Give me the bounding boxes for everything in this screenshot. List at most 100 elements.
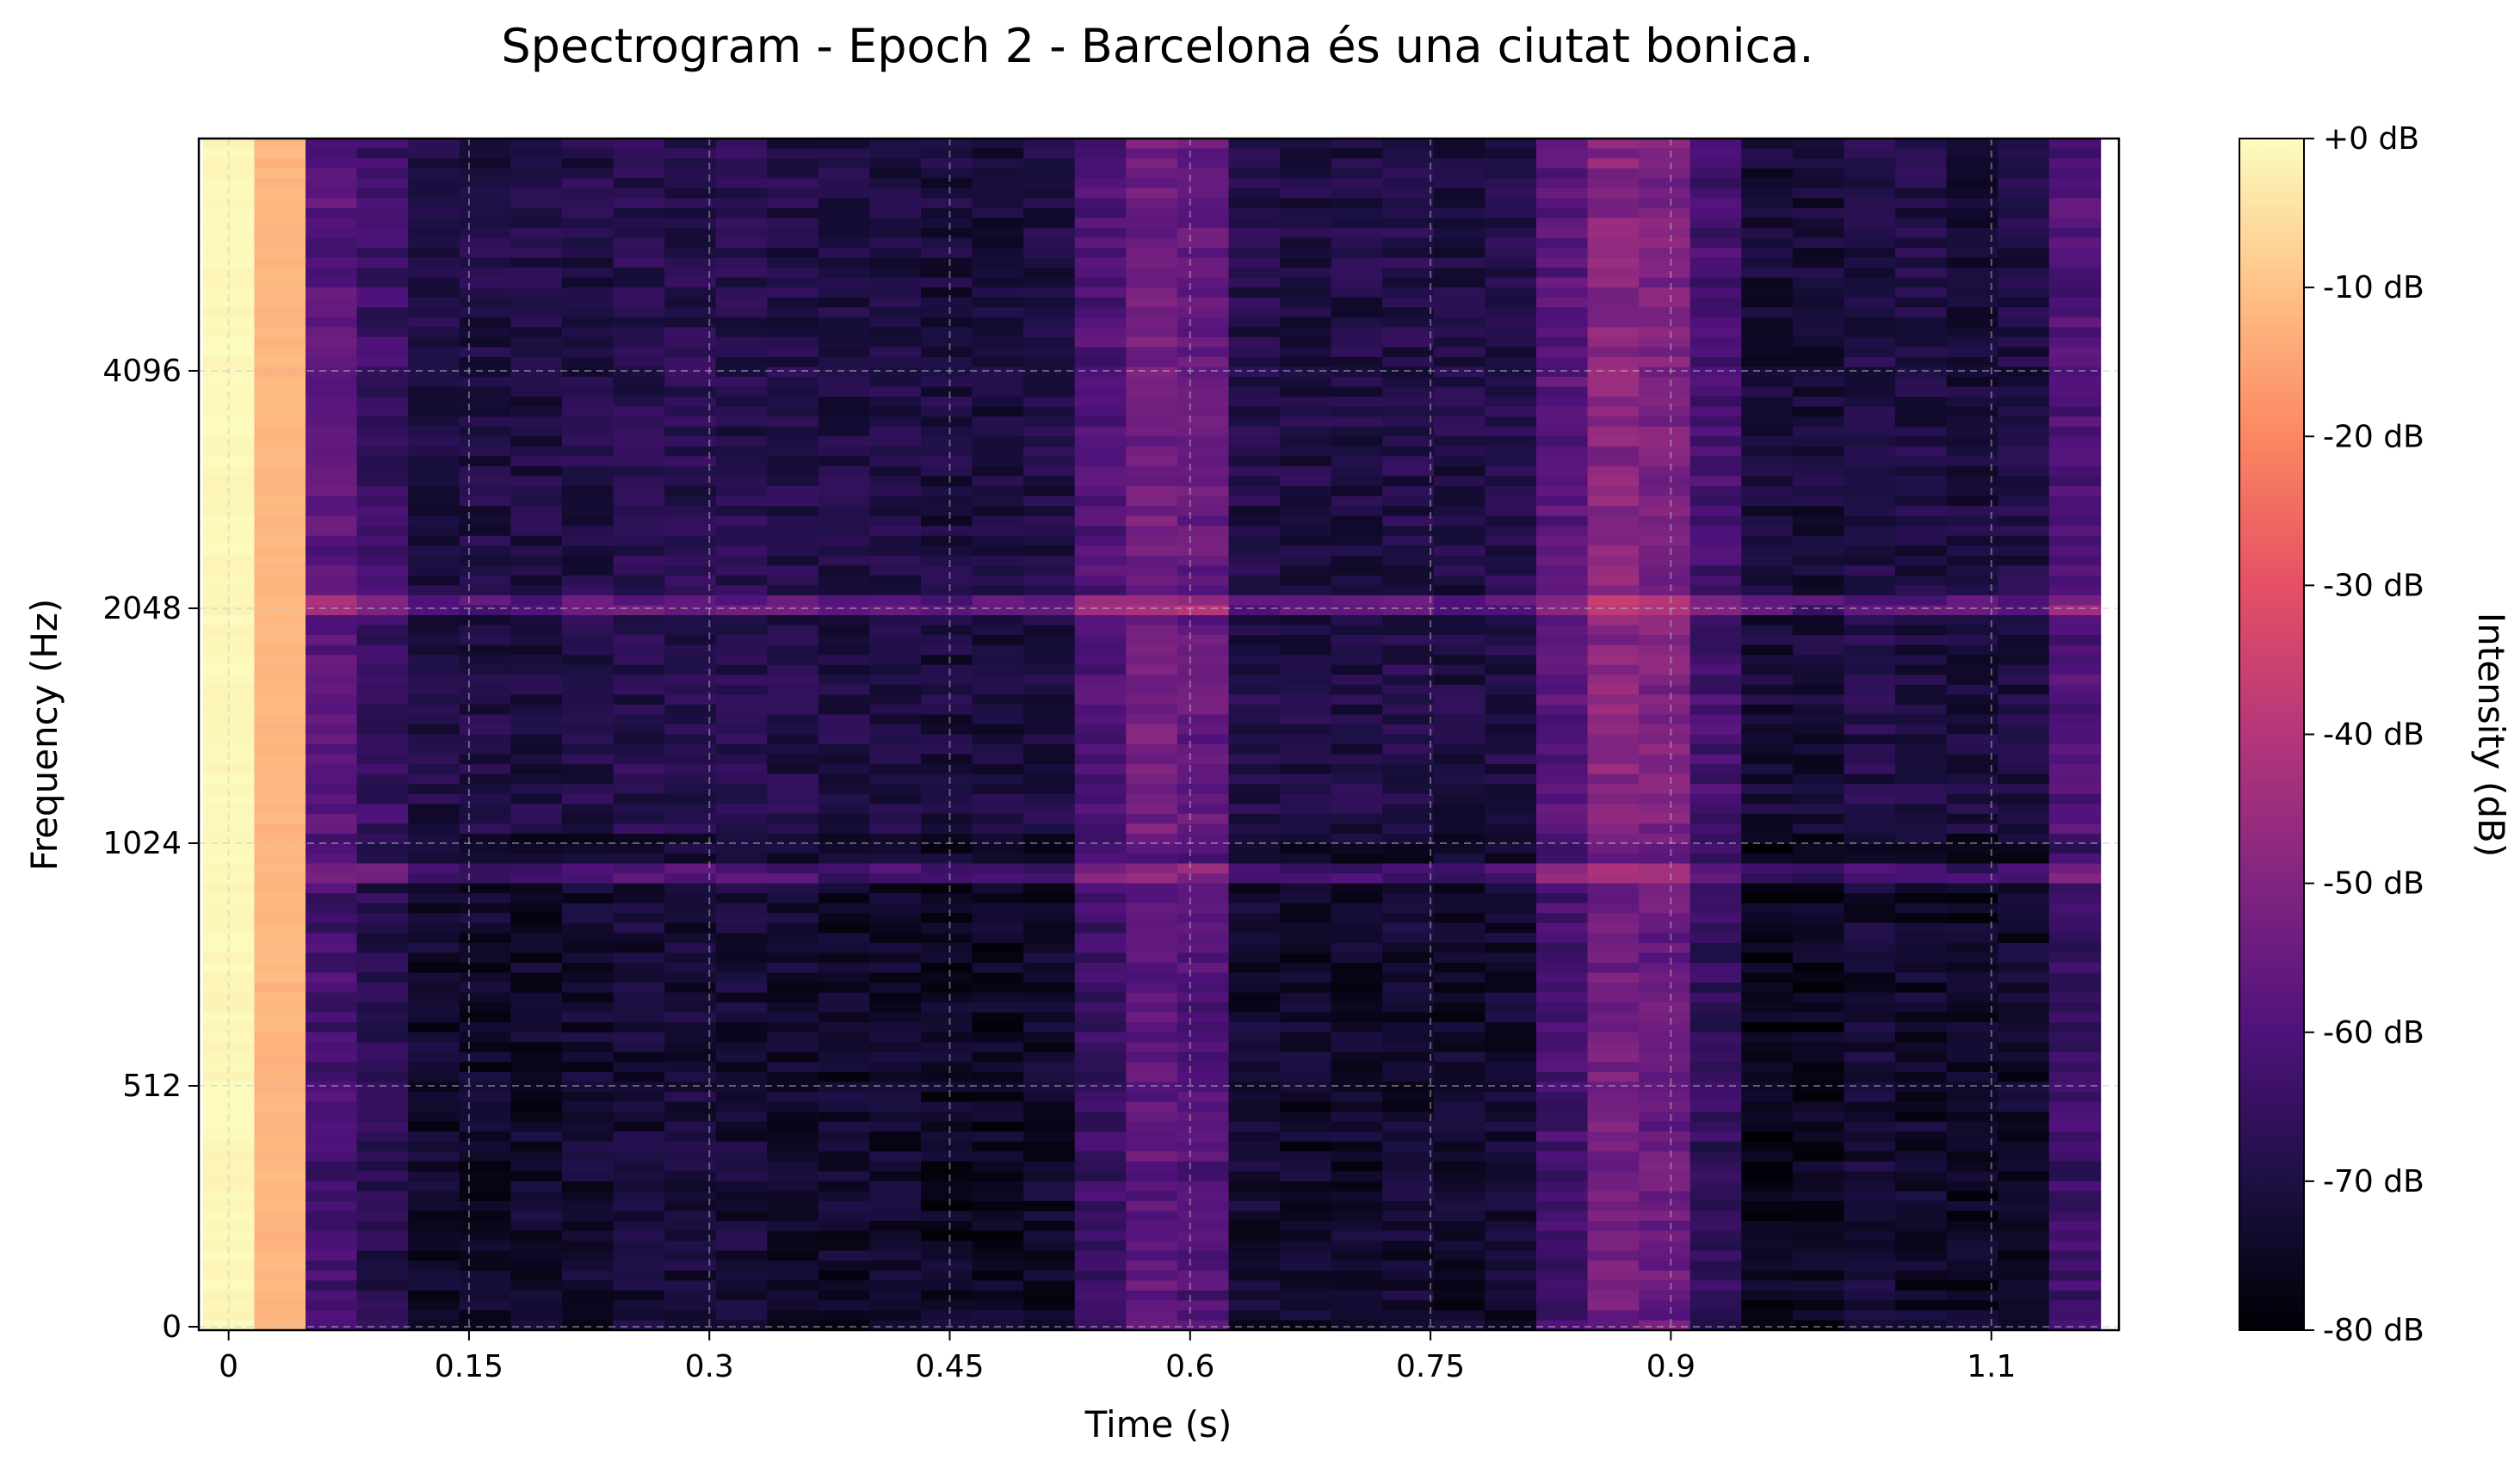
heatmap-cell [1074,456,1127,467]
heatmap-cell [408,833,460,845]
heatmap-cell [1023,1082,1076,1093]
heatmap-cell [1331,465,1384,478]
heatmap-cell [1074,336,1127,348]
heatmap-cell [1331,913,1384,924]
heatmap-cell [254,764,306,775]
heatmap-cell [1433,983,1486,994]
heatmap-cell [1485,188,1537,200]
heatmap-cell [1998,297,2050,309]
heatmap-cell [2048,476,2102,487]
heatmap-cell [1998,1250,2050,1262]
heatmap-cell [1280,813,1332,825]
heatmap-cell [921,585,973,596]
heatmap-cell [254,664,306,676]
heatmap-cell [1535,327,1589,338]
heatmap-cell [1998,139,2050,150]
heatmap-cell [715,784,769,795]
heatmap-cell [1382,804,1435,815]
heatmap-cell [1587,1200,1640,1212]
heatmap-cell [306,515,358,527]
heatmap-cell [1023,1260,1076,1272]
heatmap-cell [459,1250,512,1262]
heatmap-cell [1792,476,1845,487]
heatmap-cell [2048,933,2102,944]
heatmap-cell [972,485,1024,497]
heatmap-cell [1946,854,1999,865]
heatmap-cell [1382,386,1435,398]
heatmap-cell [972,476,1024,487]
heatmap-cell [561,1051,615,1063]
heatmap-cell [356,655,409,666]
heatmap-cell [921,148,973,159]
heatmap-cell [1177,972,1230,983]
heatmap-cell [767,714,819,725]
heatmap-cell [510,526,563,537]
heatmap-cell [510,496,563,507]
heatmap-cell [1639,595,1691,607]
heatmap-cell [613,297,665,309]
heatmap-cell [1074,297,1127,309]
heatmap-cell [715,1012,769,1024]
heatmap-cell [1433,1101,1486,1112]
heatmap-cell [1946,1260,1999,1272]
heatmap-cell [2048,863,2102,874]
heatmap-cell [408,773,460,786]
heatmap-cell [1998,1230,2050,1242]
heatmap-cell [1535,1071,1589,1083]
heatmap-cell [1177,863,1230,874]
heatmap-cell [1639,724,1691,736]
heatmap-cell [818,1320,871,1331]
heatmap-cell [869,1092,922,1103]
heatmap-cell [767,1200,819,1212]
heatmap-cell [921,397,973,408]
heatmap-cell [459,804,512,815]
heatmap-cell [818,158,871,169]
heatmap-cell [202,664,256,676]
heatmap-cell [1074,436,1127,447]
heatmap-cell [1689,585,1743,596]
heatmap-cell [1331,714,1384,725]
heatmap-cell [1998,406,2050,417]
heatmap-cell [561,744,615,755]
heatmap-cell [1331,476,1384,487]
heatmap-cell [1741,992,1794,1003]
heatmap-cell [1587,336,1640,348]
heatmap-cell [818,227,871,239]
heatmap-cell [818,694,871,706]
heatmap-cell [818,1260,871,1272]
heatmap-cell [1895,178,1948,189]
heatmap-cell [1126,1211,1178,1222]
heatmap-cell [1126,1012,1178,1024]
heatmap-cell [1639,684,1691,696]
heatmap-cell [1792,1320,1845,1331]
heatmap-cell [869,1300,922,1311]
heatmap-cell [202,1310,256,1322]
heatmap-cell [921,1051,973,1063]
heatmap-cell [613,1191,665,1202]
heatmap-cell [972,287,1024,299]
heatmap-cell [664,1101,717,1112]
heatmap-cell [1792,883,1845,894]
heatmap-cell [767,873,819,884]
heatmap-cell [1792,1191,1845,1202]
heatmap-cell [1639,1211,1691,1222]
heatmap-cell [869,644,922,656]
heatmap-cell [1382,545,1435,557]
heatmap-cell [1792,585,1845,596]
heatmap-cell [1741,684,1794,696]
heatmap-cell [1689,406,1743,417]
heatmap-cell [1126,426,1178,438]
heatmap-cell [202,1022,256,1033]
heatmap-cell [1689,595,1743,607]
heatmap-cell [715,535,769,547]
heatmap-cell [1382,377,1435,388]
heatmap-cell [1741,1191,1794,1202]
heatmap-cell [869,704,922,716]
heatmap-cell [459,178,512,189]
heatmap-cell [356,436,409,447]
heatmap-cell [1023,863,1076,874]
heatmap-cell [1792,615,1845,626]
heatmap-cell [2048,903,2102,915]
heatmap-cell [408,784,460,795]
heatmap-cell [459,784,512,795]
